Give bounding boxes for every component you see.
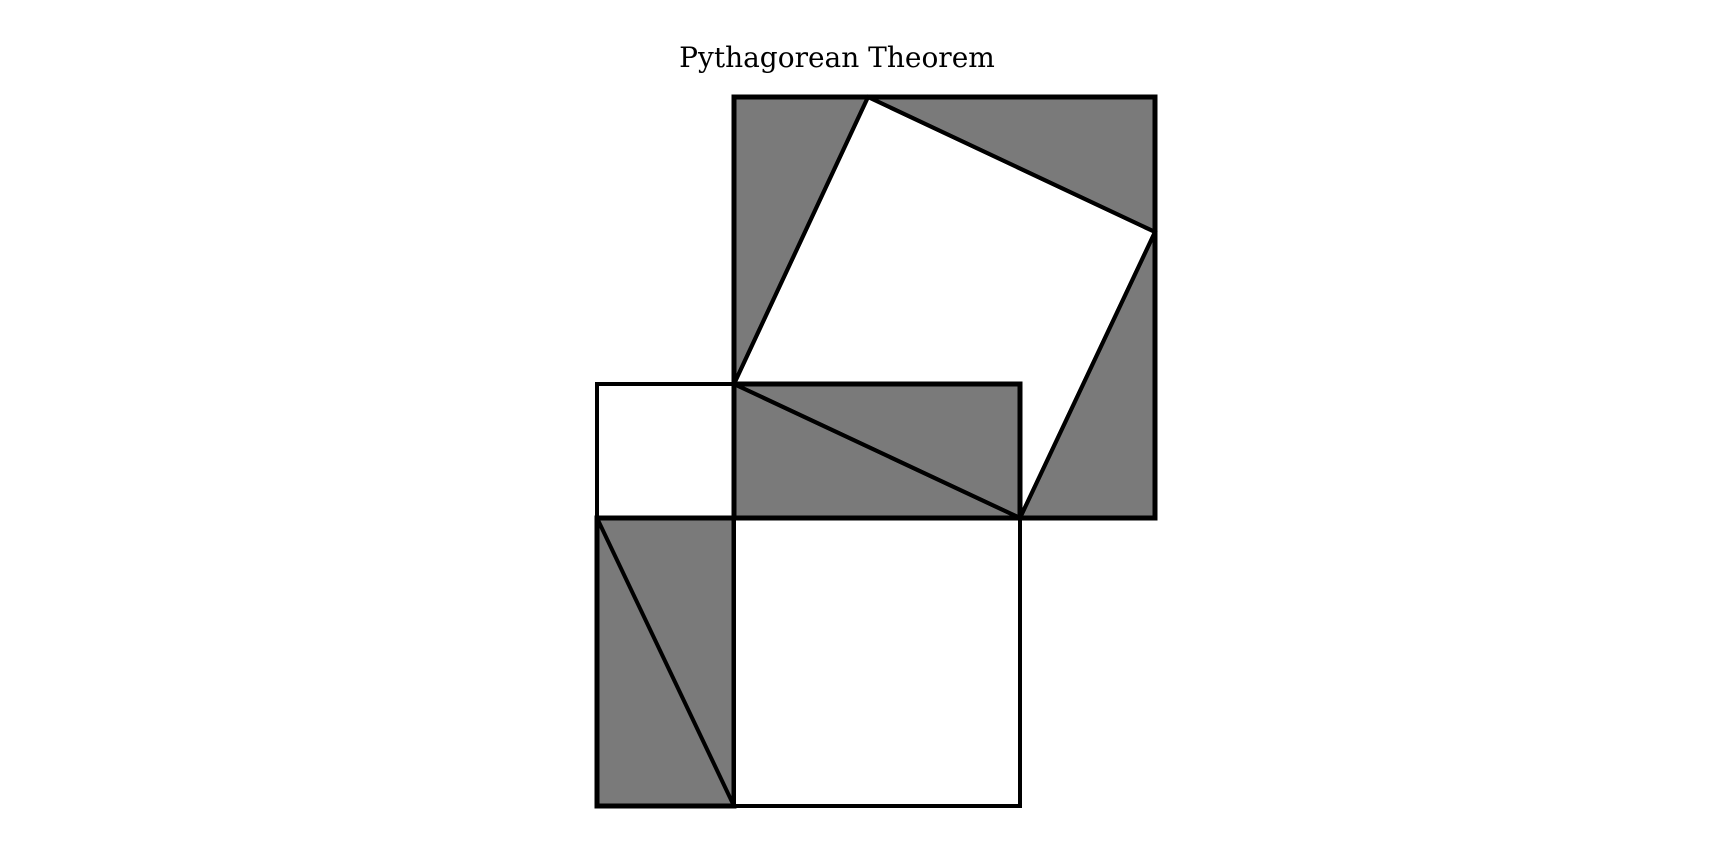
hypotenuse-square-border: [731, 94, 1158, 521]
diagram-title: Pythagorean Theorem: [679, 41, 995, 74]
bottom-left-diagonal: [595, 517, 736, 807]
outer-square-right-border: [731, 94, 1158, 521]
small-square-a: [595, 382, 736, 520]
large-square-b: [732, 516, 1022, 808]
